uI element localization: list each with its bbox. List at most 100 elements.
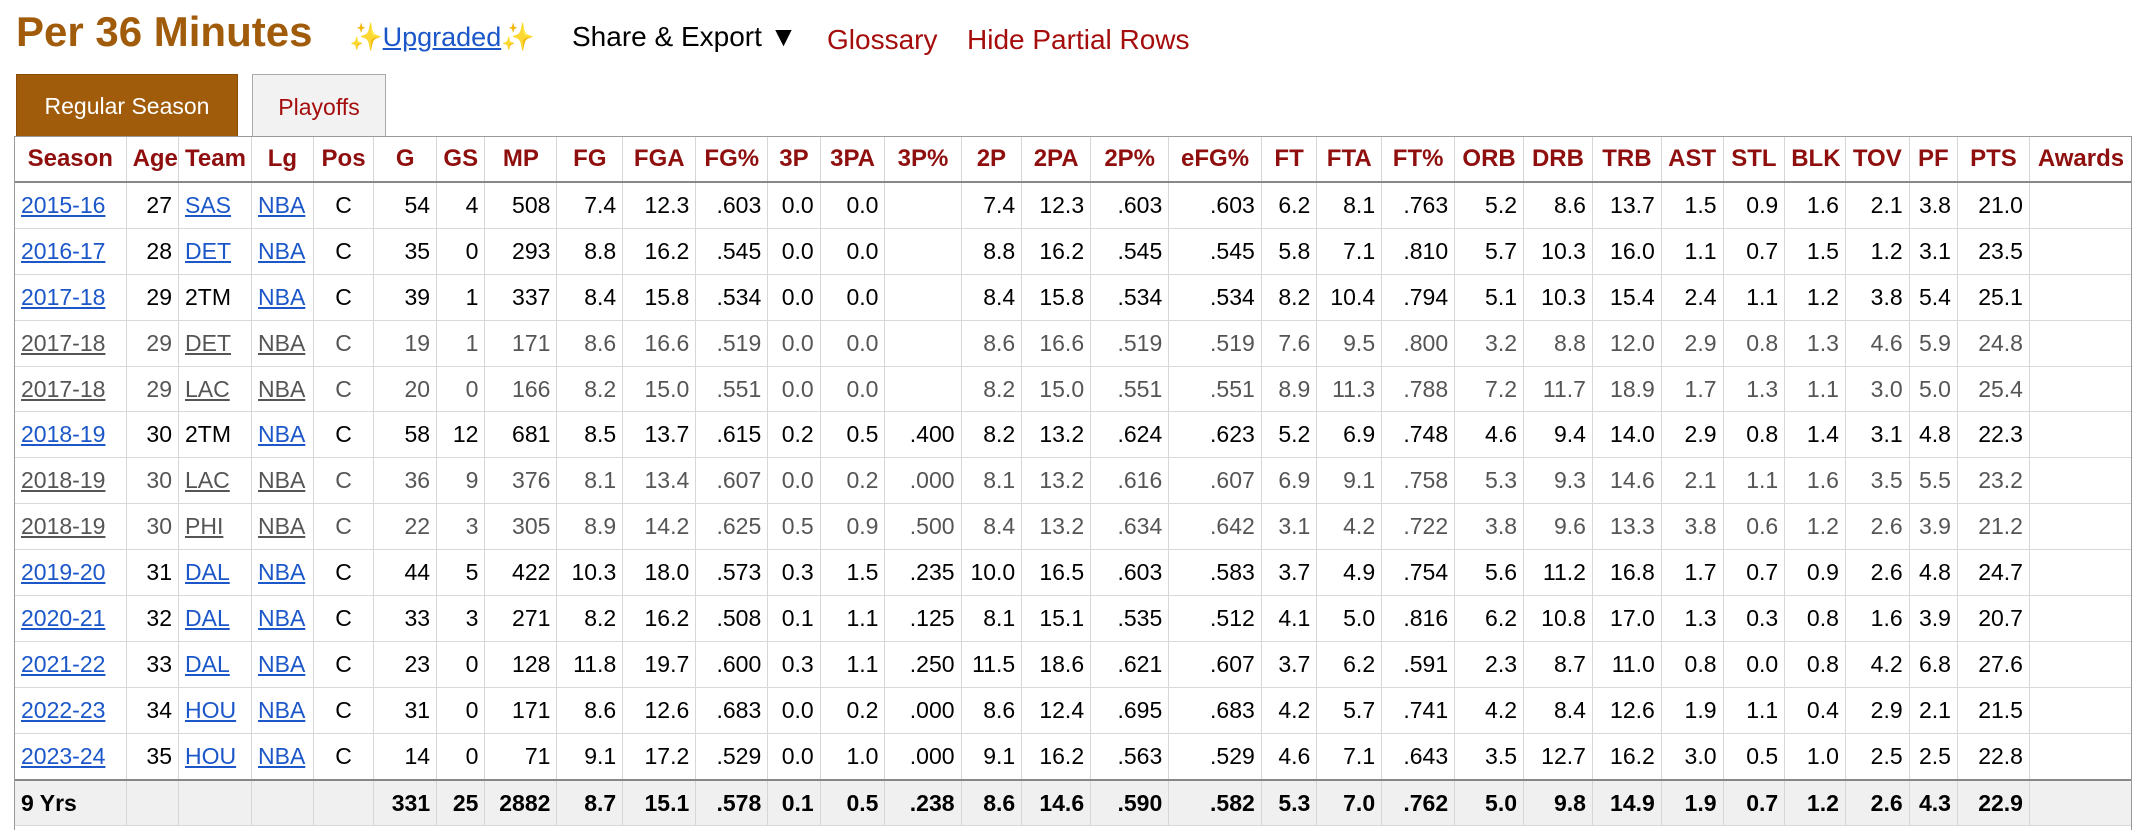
total-cell-blk: 1.2 (1784, 778, 1846, 827)
cell-season: 2020-21 (15, 595, 127, 642)
league-link[interactable]: NBA (258, 742, 306, 769)
league-link[interactable]: NBA (258, 237, 306, 264)
cell-ft: 3.1 (1261, 503, 1318, 551)
season-link[interactable]: 2021-22 (21, 650, 106, 677)
column-header-age[interactable]: Age (126, 137, 180, 183)
cell-stl: 0.8 (1723, 411, 1786, 459)
column-header-gs[interactable]: GS (436, 137, 486, 183)
season-link[interactable]: 2018-19 (21, 421, 106, 448)
team-link[interactable]: DAL (185, 604, 230, 631)
season-link[interactable]: 2018-19 (21, 513, 106, 540)
league-link[interactable]: NBA (258, 191, 306, 218)
upgraded-link[interactable]: Upgraded (382, 22, 502, 52)
team-link[interactable]: SAS (185, 191, 232, 218)
column-header-2pa[interactable]: 2PA (1021, 137, 1092, 183)
league-link[interactable]: NBA (258, 283, 306, 310)
cell-season: 2018-19 (15, 411, 127, 459)
total-cell-fg-pct: .578 (695, 778, 769, 827)
league-link[interactable]: NBA (258, 421, 306, 448)
column-header-ft-pct[interactable]: FT% (1381, 137, 1456, 183)
season-link[interactable]: 2017-18 (21, 329, 106, 356)
cell-ast: 1.3 (1661, 595, 1724, 642)
column-header-stl[interactable]: STL (1723, 137, 1786, 183)
hide-partial-rows-link[interactable]: Hide Partial Rows (967, 24, 1190, 55)
column-header-team[interactable]: Team (178, 137, 253, 183)
season-link[interactable]: 2018-19 (21, 467, 106, 494)
glossary-link[interactable]: Glossary (827, 24, 938, 55)
column-header-drb[interactable]: DRB (1523, 137, 1593, 183)
team-link[interactable]: DET (185, 329, 231, 356)
tab-playoffs[interactable]: Playoffs (252, 74, 386, 139)
league-link[interactable]: NBA (258, 559, 306, 586)
column-header-ast[interactable]: AST (1661, 137, 1724, 183)
season-link[interactable]: 2017-18 (21, 375, 106, 402)
share-export-menu[interactable]: Share & Export ▼ (572, 21, 798, 52)
column-header-3pa[interactable]: 3PA (820, 137, 886, 183)
cell-fg-pct: .551 (695, 366, 769, 413)
cell-2p-pct: .621 (1090, 641, 1170, 688)
column-header-orb[interactable]: ORB (1454, 137, 1525, 183)
team-link[interactable]: PHI (185, 513, 224, 540)
column-header-3p[interactable]: 3P (767, 137, 821, 183)
column-header-2p-pct[interactable]: 2P% (1090, 137, 1170, 183)
column-header-fta[interactable]: FTA (1316, 137, 1383, 183)
cell-efg-pct: .607 (1168, 641, 1262, 688)
team-link[interactable]: LAC (185, 375, 230, 402)
league-link[interactable]: NBA (258, 513, 306, 540)
column-header-3p-pct[interactable]: 3P% (884, 137, 962, 183)
season-link[interactable]: 2023-24 (21, 742, 106, 769)
column-header-season[interactable]: Season (15, 137, 127, 183)
season-link[interactable]: 2022-23 (21, 696, 106, 723)
column-header-mp[interactable]: MP (484, 137, 558, 183)
cell-pos: C (313, 503, 375, 551)
cell-stl: 1.3 (1723, 366, 1786, 413)
column-header-pf[interactable]: PF (1909, 137, 1958, 183)
season-link[interactable]: 2019-20 (21, 559, 106, 586)
cell-team: DET (178, 228, 253, 275)
column-header-blk[interactable]: BLK (1784, 137, 1846, 183)
cell-2pa: 13.2 (1021, 411, 1092, 459)
column-header-ft[interactable]: FT (1261, 137, 1318, 183)
column-header-fga[interactable]: FGA (622, 137, 697, 183)
team-link[interactable]: DAL (185, 559, 230, 586)
column-header-g[interactable]: G (373, 137, 438, 183)
cell-3p-pct (884, 182, 962, 229)
team-link[interactable]: LAC (185, 467, 230, 494)
tab-regular-season[interactable]: Regular Season (16, 74, 238, 138)
team-link[interactable]: HOU (185, 696, 237, 723)
column-header-lg[interactable]: Lg (251, 137, 314, 183)
cell-3p: 0.3 (767, 549, 821, 597)
cell-2p: 7.4 (961, 182, 1023, 229)
column-header-fg[interactable]: FG (556, 137, 624, 183)
column-header-tov[interactable]: TOV (1845, 137, 1910, 183)
league-link[interactable]: NBA (258, 329, 306, 356)
league-link[interactable]: NBA (258, 696, 306, 723)
season-link[interactable]: 2016-17 (21, 237, 106, 264)
team-link[interactable]: HOU (185, 742, 237, 769)
league-link[interactable]: NBA (258, 650, 306, 677)
column-header-pos[interactable]: Pos (313, 137, 375, 183)
league-link[interactable]: NBA (258, 467, 306, 494)
sparkle-icon: ✨ (349, 22, 383, 52)
season-link[interactable]: 2015-16 (21, 191, 106, 218)
season-link[interactable]: 2020-21 (21, 604, 106, 631)
sparkle-icon: ✨ (501, 22, 535, 52)
column-header-awards[interactable]: Awards (2029, 137, 2131, 183)
team-link[interactable]: DAL (185, 650, 230, 677)
column-header-fg-pct[interactable]: FG% (695, 137, 769, 183)
league-link[interactable]: NBA (258, 604, 306, 631)
cell-orb: 2.3 (1454, 641, 1525, 688)
cell-3pa: 1.0 (820, 733, 886, 781)
cell-fg-pct: .534 (695, 274, 769, 321)
team-link[interactable]: DET (185, 237, 231, 264)
cell-fg: 8.5 (556, 411, 624, 459)
total-cell-ft: 5.3 (1261, 778, 1318, 827)
column-header-efg-pct[interactable]: eFG% (1168, 137, 1262, 183)
column-header-pts[interactable]: PTS (1957, 137, 2030, 183)
total-cell-age (126, 778, 180, 827)
season-link[interactable]: 2017-18 (21, 283, 106, 310)
column-header-trb[interactable]: TRB (1592, 137, 1662, 183)
column-header-2p[interactable]: 2P (961, 137, 1023, 183)
league-link[interactable]: NBA (258, 375, 306, 402)
cell-team: LAC (178, 457, 253, 505)
